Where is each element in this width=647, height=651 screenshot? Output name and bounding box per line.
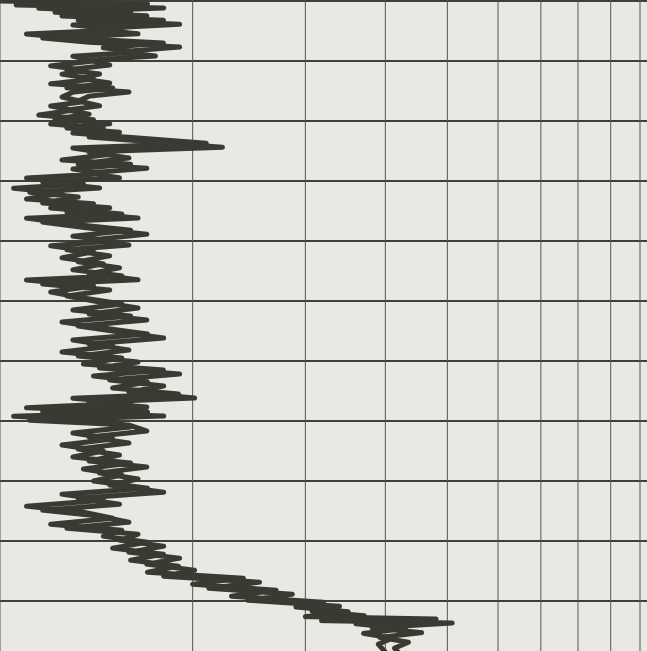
log-traces [0, 0, 455, 651]
log-trace-shadow-0 [13, 2, 455, 651]
log-trace-0 [0, 0, 439, 651]
